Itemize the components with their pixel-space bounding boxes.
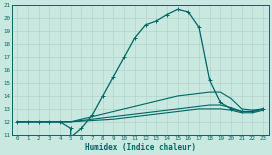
X-axis label: Humidex (Indice chaleur): Humidex (Indice chaleur) <box>85 143 196 152</box>
